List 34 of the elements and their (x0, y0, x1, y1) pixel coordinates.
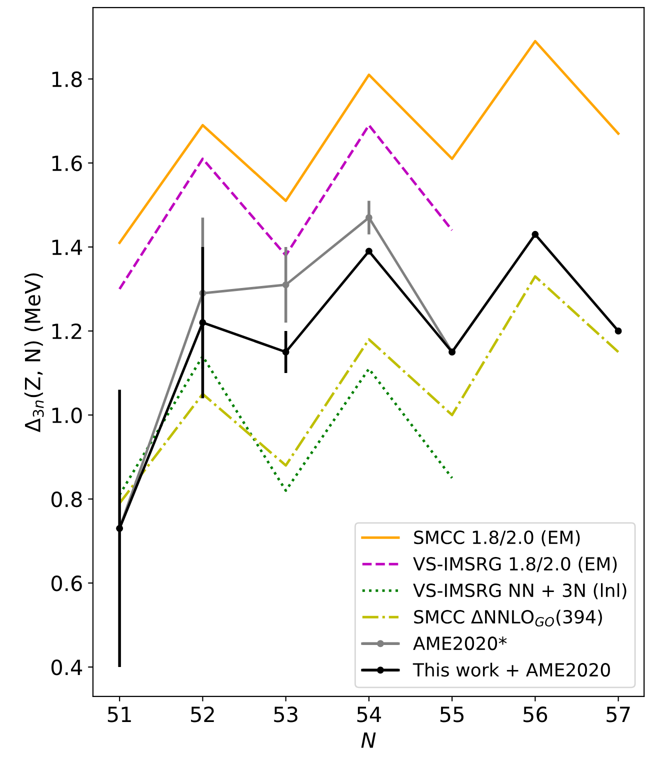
x-tick-label: 57 (606, 706, 630, 722)
x-tick-label: 52 (191, 706, 214, 722)
x-tick-label: 55 (440, 706, 464, 722)
y-tick-label: 1.0 (52, 407, 82, 424)
y-tick-label: 1.2 (52, 323, 82, 339)
legend-label: This work + AME2020 (412, 662, 610, 677)
point (282, 348, 290, 356)
legend-label: VS-IMSRG 1.8/2.0 (EM) (413, 556, 617, 573)
x-tick-label: 56 (524, 706, 548, 722)
legend-label: AME2020* (413, 636, 507, 650)
line-series (118, 124, 454, 290)
point (365, 214, 372, 222)
y-tick-label: 0.4 (51, 659, 82, 676)
y-axis-title: Δ$_{3n}$(Z, N) (MeV) (24, 273, 44, 432)
point (532, 230, 539, 238)
y-tick-label: 0.8 (51, 491, 82, 508)
x-axis-title: N (361, 732, 376, 748)
y-tick-label: 1.6 (52, 155, 82, 172)
x-tick-label: 53 (274, 706, 298, 722)
line-series (118, 275, 620, 504)
x-tick-label: 51 (108, 706, 131, 722)
legend-label: VS-IMSRG NN + 3N (lnl) (413, 583, 626, 600)
x-tick-label: 54 (357, 706, 382, 722)
legend-label: SMCC ΔNNLO$_{GO}$(394) (414, 610, 602, 627)
y-tick-label: 1.4 (52, 240, 82, 255)
y-tick-label: 0.6 (51, 575, 82, 592)
point (614, 328, 622, 334)
legend-label: SMCC 1.8/2.0 (EM) (414, 530, 580, 546)
point (282, 281, 290, 288)
point (199, 319, 206, 326)
point (365, 248, 372, 255)
y-tick-label: 1.8 (52, 71, 82, 88)
line-series (118, 40, 620, 244)
line-series (118, 354, 454, 496)
